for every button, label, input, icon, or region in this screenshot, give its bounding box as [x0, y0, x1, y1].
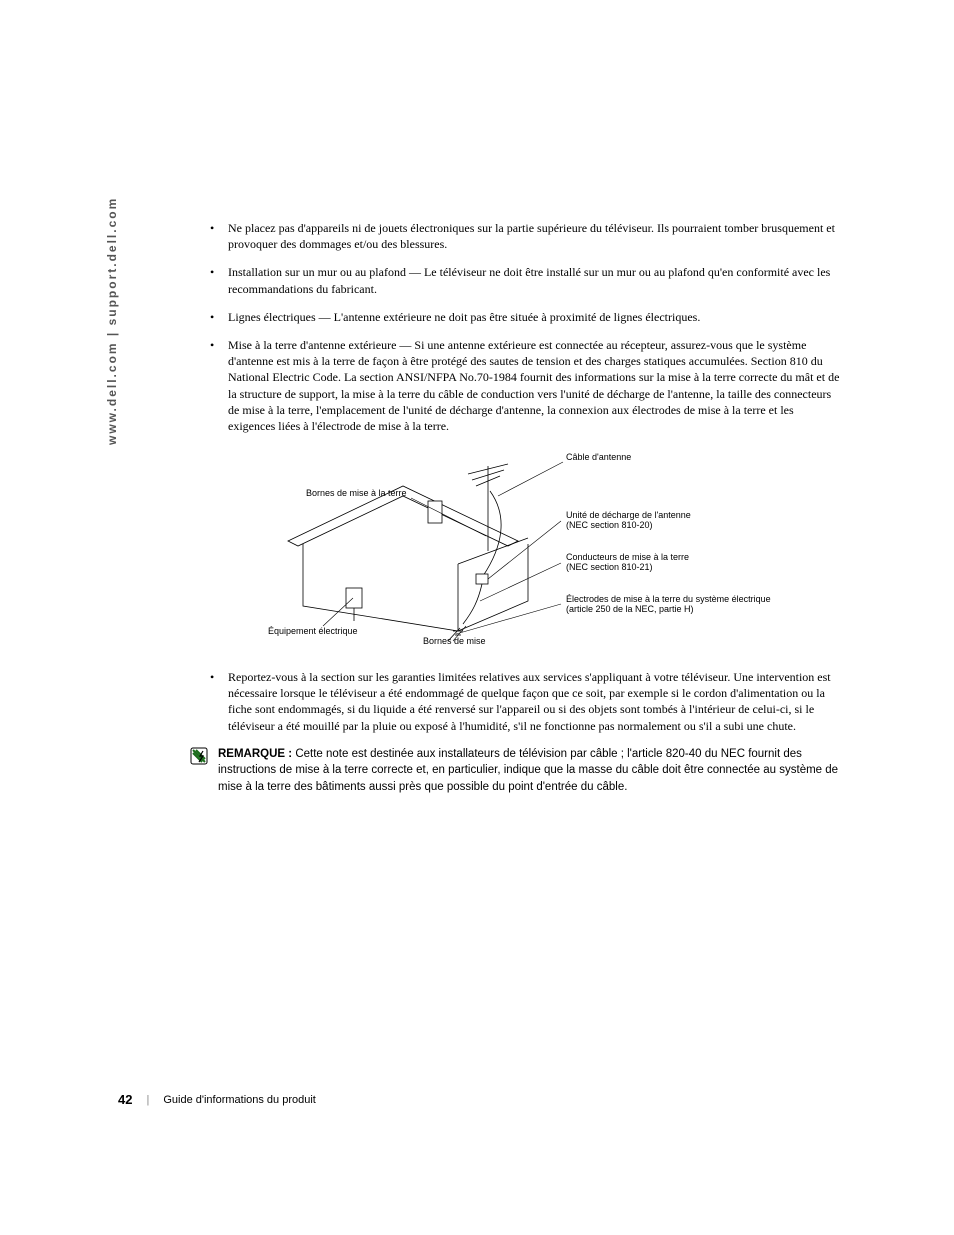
bullet-list-bottom: Reportez-vous à la section sur les garan…	[200, 669, 840, 734]
diagram-label: Bornes de mise	[423, 636, 486, 646]
diagram-label: Conducteurs de mise à la terre	[566, 552, 689, 562]
diagram-label: Câble d'antenne	[566, 452, 631, 462]
note-label: REMARQUE :	[218, 748, 292, 760]
sidebar-url: www.dell.com | support.dell.com	[105, 197, 119, 445]
diagram-label: Bornes de mise à la terre	[306, 488, 407, 498]
note-block: REMARQUE : Cette note est destinée aux i…	[190, 746, 840, 796]
diagram-label: Électrodes de mise à la terre du système…	[566, 594, 771, 604]
diagram-label: (NEC section 810-21)	[566, 562, 653, 572]
note-icon	[190, 747, 208, 770]
diagram-label: Unité de décharge de l'antenne	[566, 510, 691, 520]
grounding-diagram: Câble d'antenne Bornes de mise à la terr…	[228, 446, 788, 651]
bullet-item: Lignes électriques — L'antenne extérieur…	[200, 309, 840, 325]
bullet-item: Ne placez pas d'appareils ni de jouets é…	[200, 220, 840, 252]
bullet-item: Reportez-vous à la section sur les garan…	[200, 669, 840, 734]
footer-title: Guide d'informations du produit	[163, 1094, 316, 1106]
page-footer: 42 | Guide d'informations du produit	[118, 1092, 316, 1107]
bullet-item: Mise à la terre d'antenne extérieure — S…	[200, 337, 840, 434]
diagram-label: Équipement électrique	[268, 626, 358, 636]
diagram-label: (article 250 de la NEC, partie H)	[566, 604, 694, 614]
page-number: 42	[118, 1092, 132, 1107]
footer-separator: |	[146, 1094, 149, 1106]
note-text: REMARQUE : Cette note est destinée aux i…	[218, 746, 840, 796]
bullet-item: Installation sur un mur ou au plafond — …	[200, 264, 840, 296]
diagram-label: (NEC section 810-20)	[566, 520, 653, 530]
page-content: Ne placez pas d'appareils ni de jouets é…	[200, 220, 840, 796]
note-body: Cette note est destinée aux installateur…	[218, 748, 838, 793]
bullet-list-top: Ne placez pas d'appareils ni de jouets é…	[200, 220, 840, 434]
